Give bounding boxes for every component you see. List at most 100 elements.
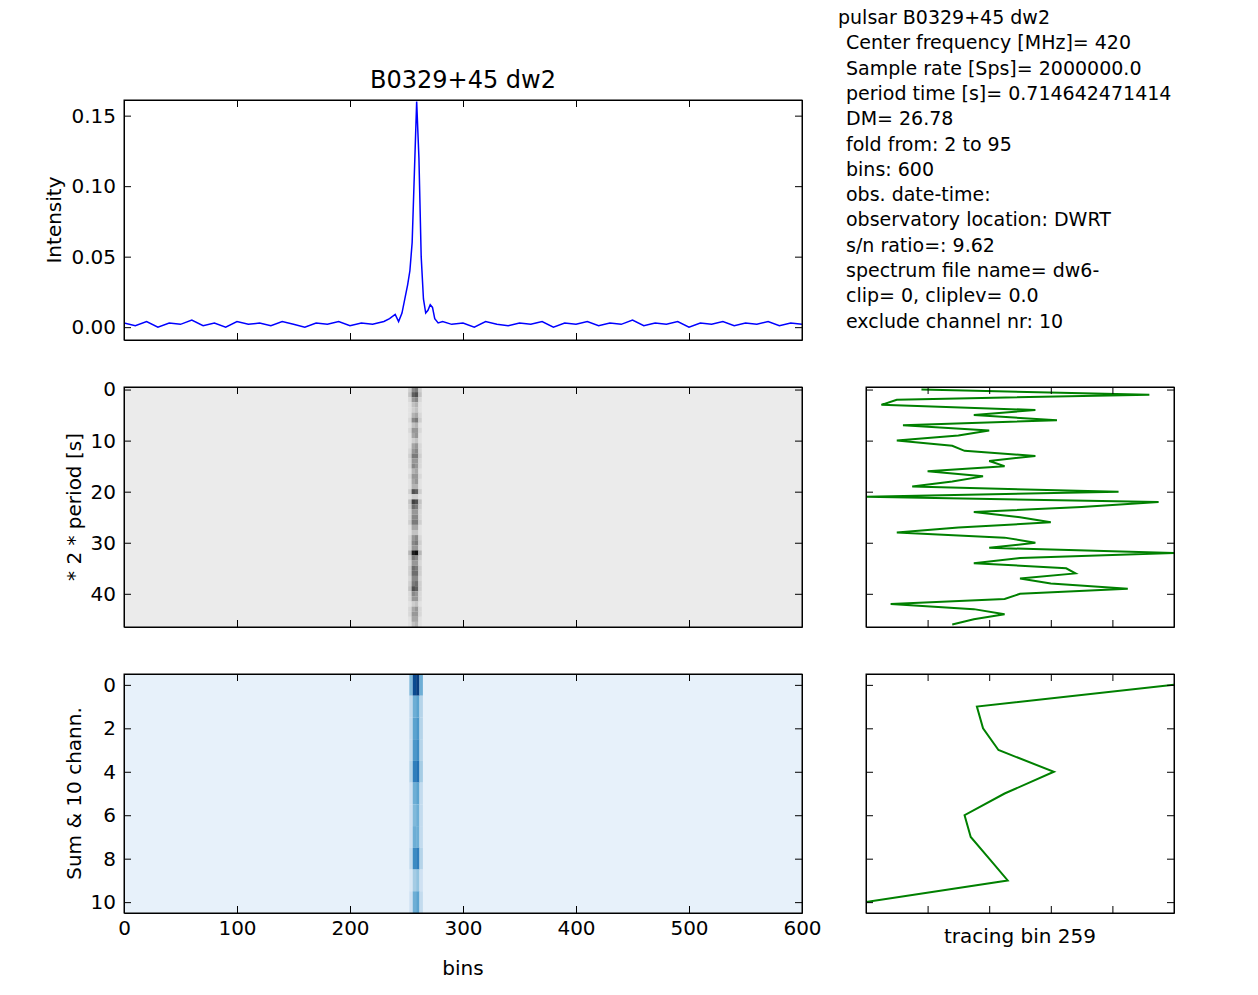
heatmap-cell [415, 489, 418, 494]
heatmap-cell [412, 510, 415, 515]
heatmap-cell [413, 783, 416, 805]
y-axis: 0246810 [91, 673, 131, 914]
heatmap-cell [412, 566, 415, 571]
tick-mark [124, 772, 131, 773]
tick-mark [237, 333, 238, 340]
plot-area [124, 387, 802, 627]
axis-line [866, 675, 867, 914]
axis-line [867, 913, 1175, 914]
tick [795, 543, 802, 544]
heatmap-cell [412, 397, 415, 402]
heatmap-cell [418, 596, 421, 601]
heatmap-cell [408, 612, 411, 617]
heatmap-cell [415, 561, 418, 566]
heatmap-cell [413, 696, 416, 718]
x-axis-title: tracing bin 259 [944, 924, 1096, 948]
tick-mark [463, 674, 464, 681]
y-axis: 0.000.050.100.15 [71, 101, 131, 341]
tick-mark [795, 772, 802, 773]
heatmap-cell [412, 576, 415, 581]
axis-line [866, 388, 867, 628]
plot-area [124, 102, 802, 328]
tick-mark [866, 728, 873, 729]
heatmap-cell [416, 761, 419, 783]
heatmap-cell [415, 617, 418, 622]
heatmap-cell [418, 586, 421, 591]
panel [866, 387, 1175, 628]
heatmap-cell [412, 438, 415, 443]
tick [237, 620, 238, 627]
tick [350, 674, 351, 681]
heatmap-cell [412, 484, 415, 489]
heatmap-cell [415, 392, 418, 397]
tick-mark [350, 906, 351, 913]
y-axis [866, 675, 873, 914]
axis-line [124, 388, 125, 628]
heatmap-cell [418, 520, 421, 525]
tick-mark [576, 387, 577, 394]
tick: 400 [557, 906, 595, 940]
tick [928, 620, 929, 627]
heatmap-cell [415, 438, 418, 443]
tick [866, 441, 873, 442]
axis-line [867, 674, 1175, 675]
heatmap-cell [412, 525, 415, 530]
y-axis-right [1167, 388, 1175, 628]
tick [795, 815, 802, 816]
tick [576, 333, 577, 340]
heatmap-cell [418, 561, 421, 566]
tick [1112, 387, 1113, 394]
heatmap-cell [415, 525, 418, 530]
heatmap-cell [418, 458, 421, 463]
heatmap-cell [413, 870, 416, 892]
heatmap-cell [408, 591, 411, 596]
y-axis-right [795, 388, 803, 628]
tick-mark [866, 543, 873, 544]
tick [795, 390, 802, 391]
tick-mark [1167, 543, 1174, 544]
tick-mark [576, 333, 577, 340]
heatmap-cell [415, 418, 418, 423]
heatmap-cell [415, 402, 418, 407]
tick-mark [463, 100, 464, 107]
tick-mark [237, 387, 238, 394]
tick-mark [350, 100, 351, 107]
heatmap-cell [409, 826, 412, 848]
tick-label: 0.15 [71, 104, 116, 128]
heatmap-cell [418, 576, 421, 581]
heatmap-cell [408, 617, 411, 622]
heatmap-cell [408, 622, 411, 627]
heatmap-cell [415, 530, 418, 535]
tick-mark [795, 815, 802, 816]
heatmap-cell [419, 717, 422, 739]
x-axis-top [867, 387, 1175, 394]
axis-line [125, 340, 803, 341]
heatmap-cell [418, 612, 421, 617]
tick-label: 4 [103, 760, 116, 784]
heatmap-cell [408, 474, 411, 479]
heatmap-cell [408, 535, 411, 540]
heatmap-cell [408, 418, 411, 423]
tick-mark [1051, 620, 1052, 627]
heatmap-cell [412, 458, 415, 463]
heatmap-cell [412, 535, 415, 540]
heatmap-cell [412, 596, 415, 601]
tick [463, 620, 464, 627]
tick [576, 620, 577, 627]
tick-mark [795, 728, 802, 729]
tick-mark [866, 772, 873, 773]
tick [866, 772, 873, 773]
heatmap-cell [419, 761, 422, 783]
tick: 500 [670, 906, 708, 940]
tick-mark [689, 620, 690, 627]
heatmap-cell [418, 428, 421, 433]
tick [866, 543, 873, 544]
heatmap-cell [408, 448, 411, 453]
heatmap-cell [418, 484, 421, 489]
heatmap-cell [415, 423, 418, 428]
tick-mark [1167, 728, 1174, 729]
axis-line [867, 387, 1175, 388]
data-line [866, 685, 1174, 902]
info-line: clip= 0, cliplev= 0.0 [846, 284, 1039, 306]
tick [866, 859, 873, 860]
